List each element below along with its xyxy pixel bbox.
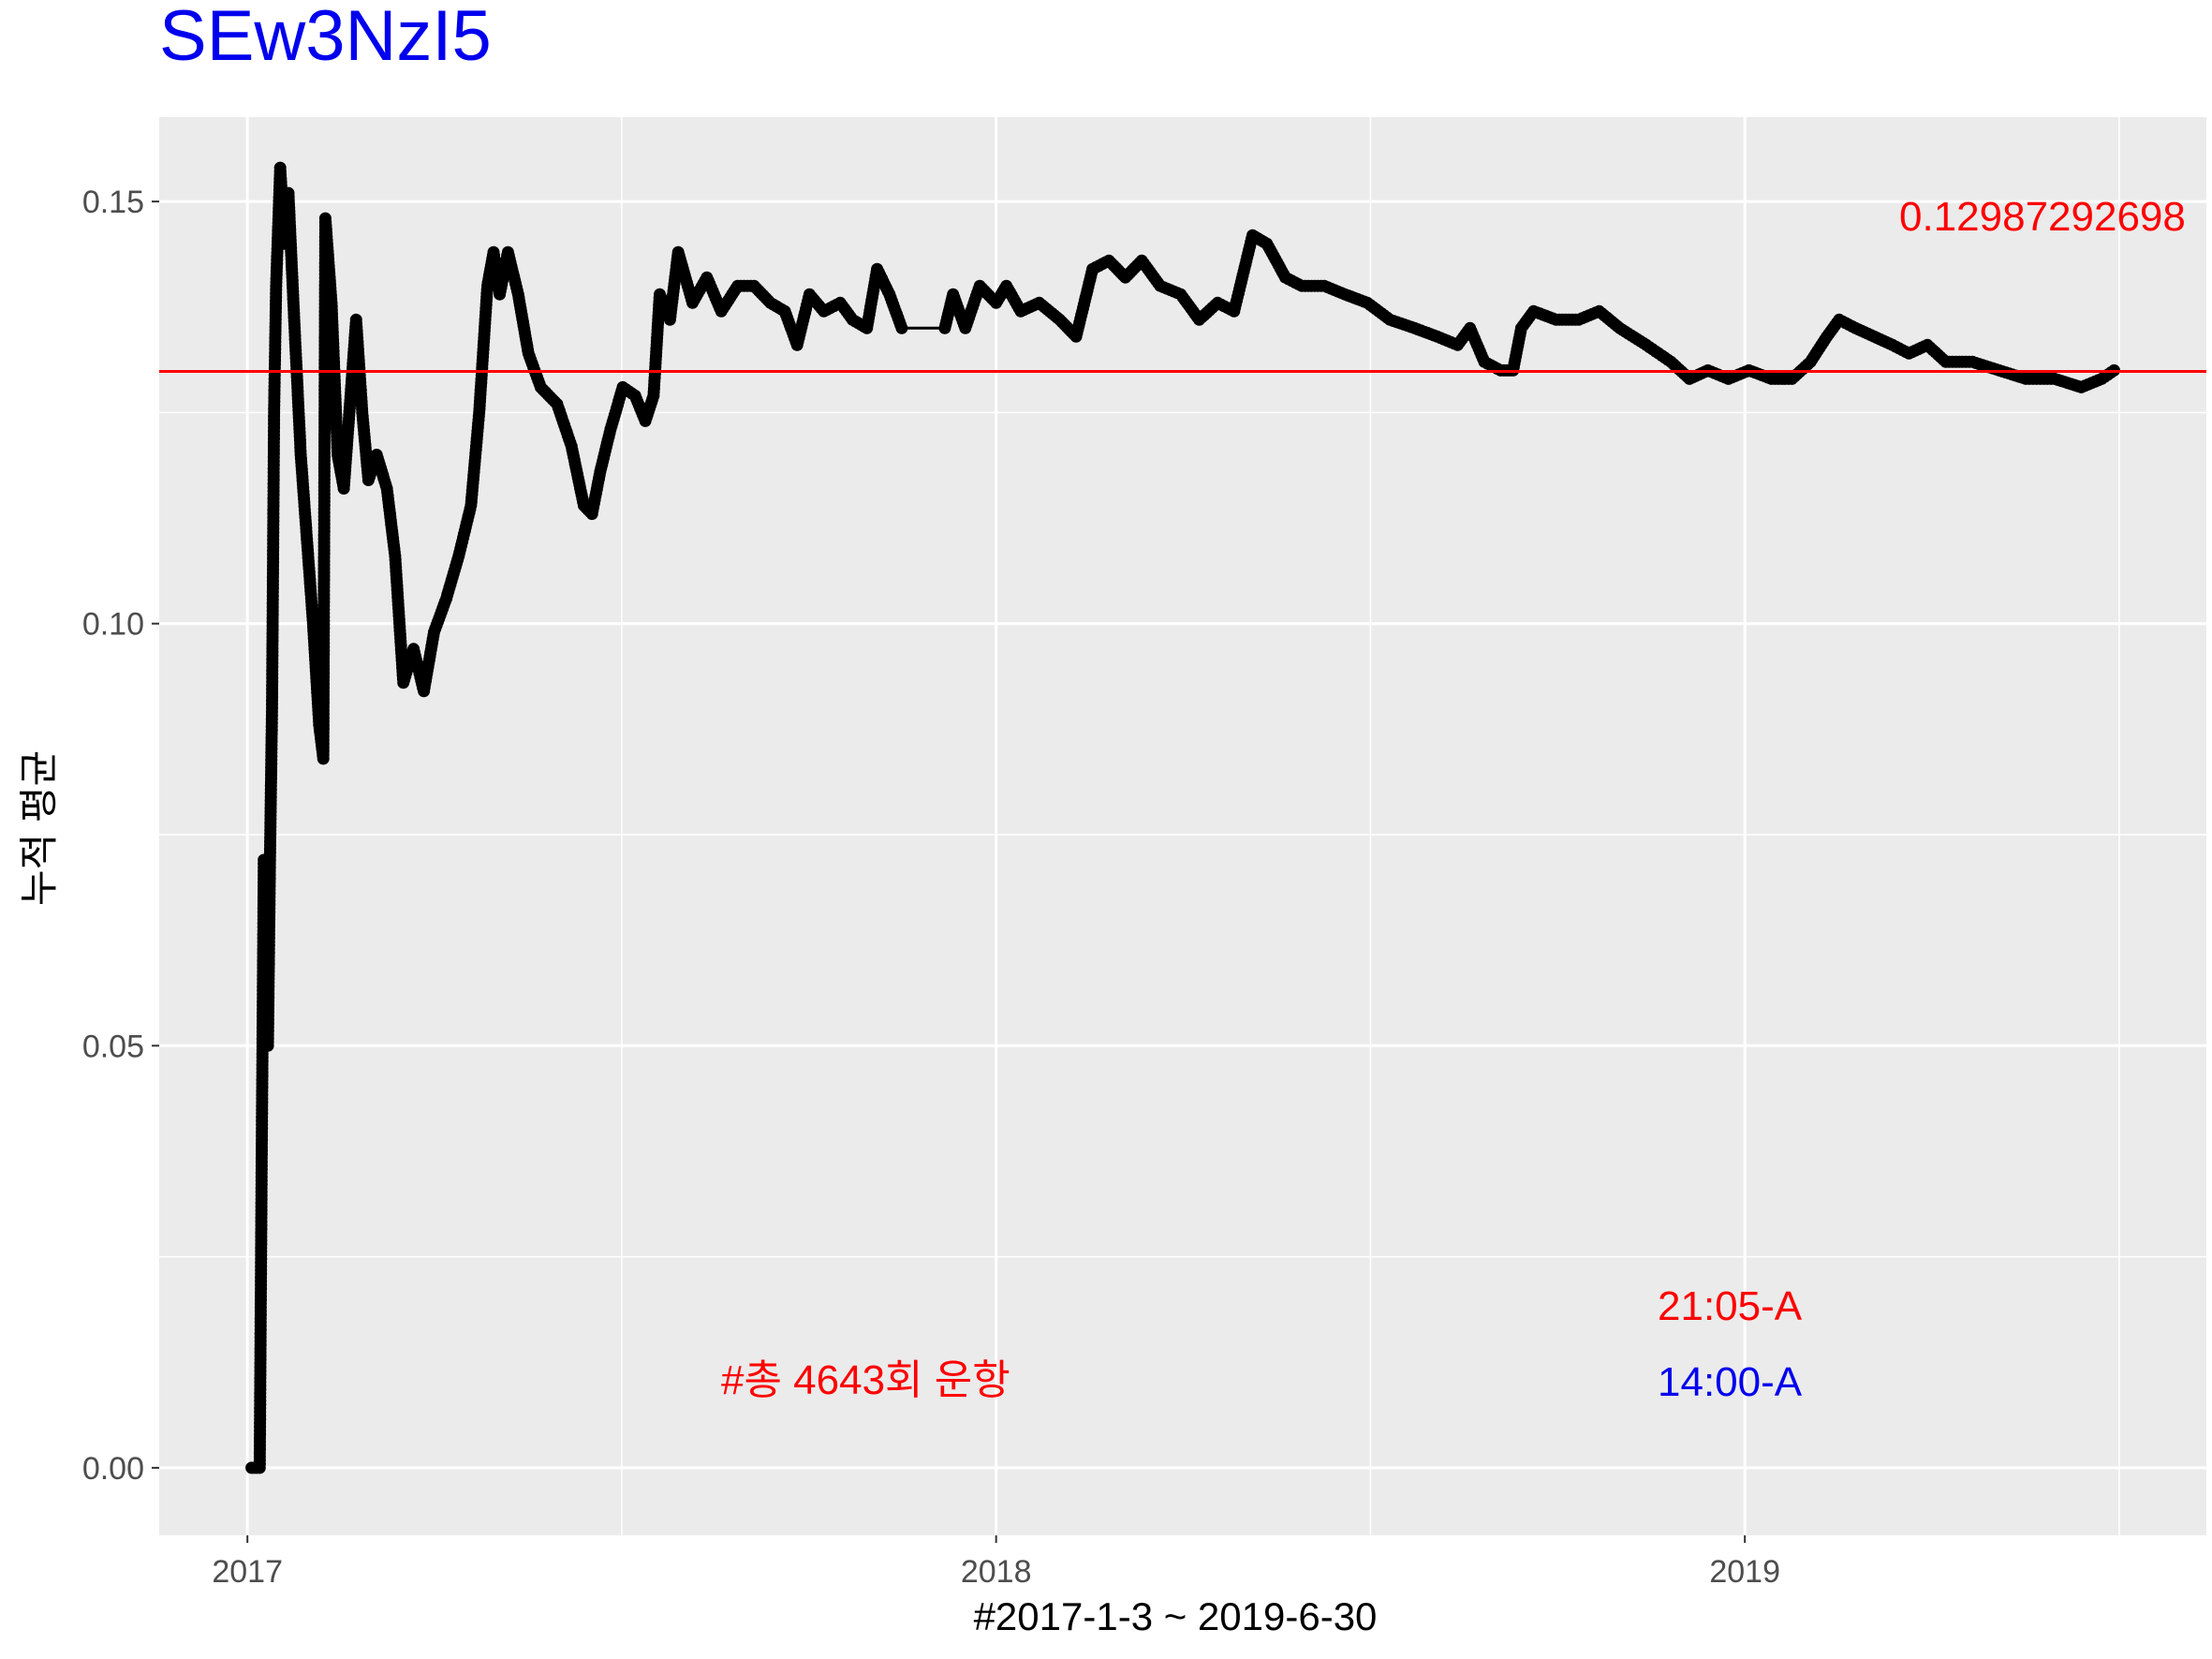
x-axis-title: #2017-1-3 ~ 2019-6-30 <box>974 1594 1378 1638</box>
y-axis-title: 누적 평균 <box>17 750 61 906</box>
y-tick-label: 0.00 <box>82 1451 144 1487</box>
grid-major <box>159 117 2206 1535</box>
total-trips-label: #총 4643회 운항 <box>721 1357 1010 1403</box>
series-cumulative-average <box>245 161 2120 1474</box>
plot-panel <box>159 117 2206 1535</box>
y-tick-label: 0.10 <box>82 607 144 643</box>
x-tick-label: 2017 <box>212 1554 283 1590</box>
grid-minor <box>159 117 2206 1535</box>
y-tick-label: 0.15 <box>82 185 144 220</box>
x-tick-label: 2018 <box>961 1554 1032 1590</box>
series-point <box>895 321 908 334</box>
y-axis: 0.00 0.05 0.10 0.15 <box>82 185 159 1487</box>
y-tick-label: 0.05 <box>82 1029 144 1064</box>
x-tick-label: 2019 <box>1709 1554 1780 1590</box>
time-label-red: 21:05-A <box>1658 1283 1803 1329</box>
x-axis: 2017 2018 2019 <box>212 1535 1780 1590</box>
mean-value-label: 0.12987292698 <box>1899 194 2186 240</box>
chart-title: SEw3NzI5 <box>159 0 492 76</box>
series-markers <box>245 161 2120 1474</box>
time-label-blue: 14:00-A <box>1658 1359 1803 1405</box>
